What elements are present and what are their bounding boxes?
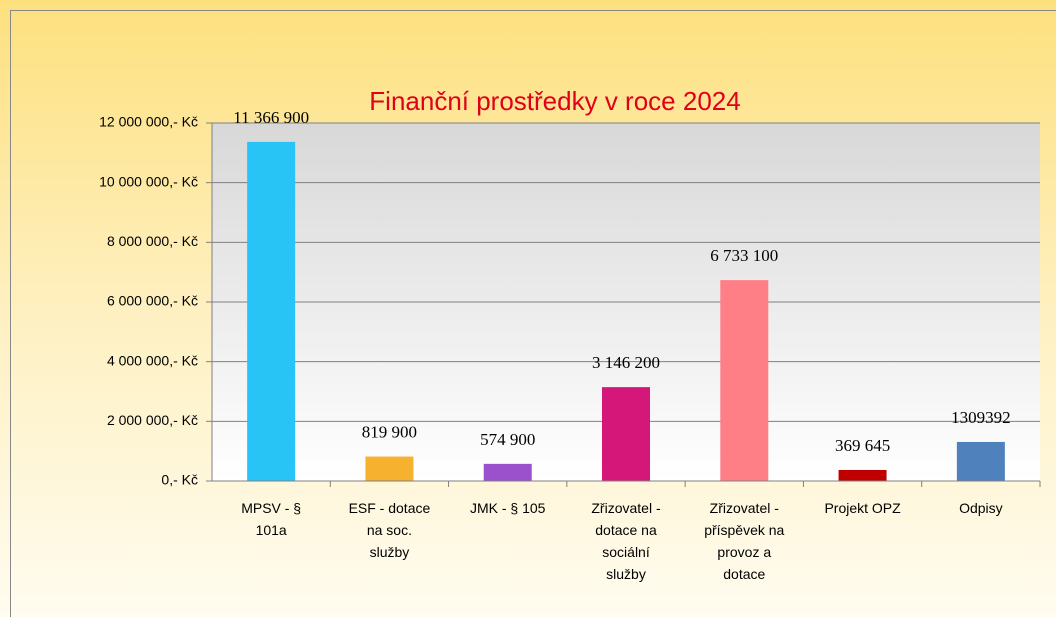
chart-title: Finanční prostředky v roce 2024 xyxy=(369,86,740,116)
data-label: 819 900 xyxy=(362,422,417,441)
bar xyxy=(247,142,295,481)
bar xyxy=(602,387,650,481)
data-label: 6 733 100 xyxy=(710,246,778,265)
x-tick-label: Projekt OPZ xyxy=(824,500,901,516)
y-tick-label: 10 000 000,- Kč xyxy=(99,173,198,189)
data-label: 369 645 xyxy=(835,436,890,455)
bar xyxy=(365,457,413,481)
y-tick-label: 12 000 000,- Kč xyxy=(99,114,198,130)
bar xyxy=(720,280,768,481)
y-tick-label: 2 000 000,- Kč xyxy=(107,412,198,428)
bar xyxy=(957,442,1005,481)
data-label: 1309392 xyxy=(951,408,1011,427)
data-label: 11 366 900 xyxy=(233,108,309,127)
x-tick-label: Odpisy xyxy=(959,500,1003,516)
bar xyxy=(839,470,887,481)
data-label: 3 146 200 xyxy=(592,353,660,372)
x-tick-label: JMK - § 105 xyxy=(470,500,546,516)
data-label: 574 900 xyxy=(480,430,535,449)
y-tick-label: 6 000 000,- Kč xyxy=(107,293,198,309)
y-tick-label: 8 000 000,- Kč xyxy=(107,233,198,249)
bar xyxy=(484,464,532,481)
y-tick-label: 4 000 000,- Kč xyxy=(107,352,198,368)
y-tick-label: 0,- Kč xyxy=(161,472,198,488)
